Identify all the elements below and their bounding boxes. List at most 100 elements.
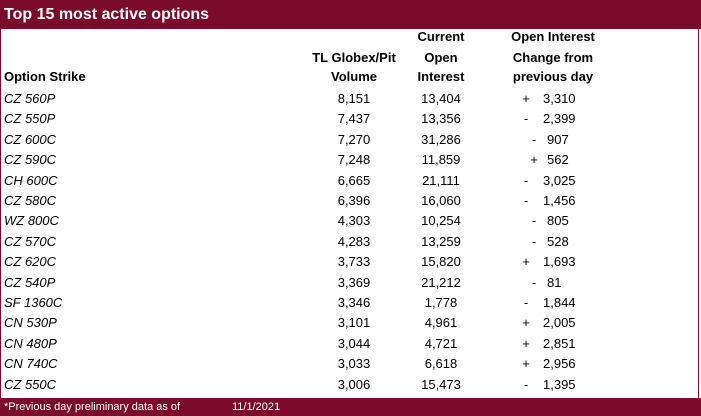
cell-change-sign: - bbox=[531, 233, 537, 249]
header-volume-line2: Volume bbox=[331, 69, 377, 84]
cell-change-sign: - bbox=[523, 193, 529, 208]
cell-open-interest: 16,060 bbox=[421, 193, 461, 208]
table-row: CN 480P 3,044 4,721 +2,851 bbox=[0, 334, 701, 354]
cell-option-strike: CZ 600C bbox=[4, 131, 57, 147]
cell-volume: 4,303 bbox=[337, 213, 371, 229]
cell-change-value: 3,310 bbox=[543, 91, 576, 106]
cell-change-sign: - bbox=[531, 131, 537, 147]
cell-change-sign: - bbox=[523, 295, 529, 310]
table-row: CZ 560P 8,151 13,404 +3,310 bbox=[0, 89, 701, 109]
table-row: CZ 540P 3,369 21,212 -81 bbox=[0, 273, 701, 293]
cell-change-value: 528 bbox=[547, 233, 569, 249]
cell-change-sign: + bbox=[530, 152, 538, 168]
header-oi-line2: Open bbox=[424, 50, 458, 65]
cell-change-sign: - bbox=[523, 111, 529, 127]
footer-note: *Previous day preliminary data as of bbox=[4, 401, 181, 413]
table-row: CZ 600C 7,270 31,286 -907 bbox=[0, 130, 701, 150]
cell-volume: 3,733 bbox=[337, 254, 371, 270]
cell-volume: 6,396 bbox=[337, 193, 371, 208]
table-row: CZ 590C 7,248 11,859 +562 bbox=[0, 150, 701, 170]
cell-open-interest: 31,286 bbox=[421, 131, 461, 147]
cell-change-value: 2,399 bbox=[543, 111, 576, 127]
cell-option-strike: CZ 570C bbox=[4, 233, 57, 249]
cell-change-sign: - bbox=[531, 213, 537, 229]
cell-change-value: 81 bbox=[547, 274, 562, 290]
cell-volume: 8,151 bbox=[337, 91, 371, 106]
header-change-line2: Change from bbox=[512, 50, 594, 65]
table-title: Top 15 most active options bbox=[4, 6, 210, 23]
header-volume-line1: TL Globex/Pit bbox=[312, 50, 396, 65]
cell-open-interest: 10,254 bbox=[421, 213, 461, 229]
cell-change-value: 1,693 bbox=[543, 254, 576, 270]
cell-open-interest: 1,778 bbox=[424, 295, 458, 310]
cell-open-interest: 13,356 bbox=[421, 111, 461, 127]
cell-open-interest: 6,618 bbox=[424, 356, 458, 372]
footer-date: 11/1/2021 bbox=[232, 401, 281, 413]
cell-volume: 7,437 bbox=[337, 111, 371, 127]
cell-change-sign: + bbox=[522, 254, 530, 270]
cell-open-interest: 15,473 bbox=[421, 376, 461, 392]
header-oi-line1: Current bbox=[417, 29, 465, 44]
table-row: CZ 570C 4,283 13,259 -528 bbox=[0, 232, 701, 252]
cell-change-value: 1,456 bbox=[543, 193, 576, 208]
cell-change-sign: + bbox=[522, 335, 530, 351]
cell-option-strike: CZ 550P bbox=[4, 111, 56, 127]
cell-change-value: 2,851 bbox=[543, 335, 576, 351]
header-change-line1: Open Interest bbox=[511, 29, 595, 44]
table-row: CZ 580C 6,396 16,060 -1,456 bbox=[0, 191, 701, 211]
cell-open-interest: 21,111 bbox=[422, 172, 460, 188]
cell-change-value: 2,005 bbox=[543, 315, 576, 331]
cell-open-interest: 13,404 bbox=[421, 91, 461, 106]
cell-volume: 3,006 bbox=[337, 376, 371, 392]
cell-volume: 3,044 bbox=[337, 335, 371, 351]
cell-option-strike: CZ 560P bbox=[4, 91, 56, 106]
cell-volume: 7,248 bbox=[337, 152, 371, 168]
cell-volume: 6,665 bbox=[337, 172, 371, 188]
cell-change-sign: + bbox=[522, 91, 530, 106]
footer-bar: *Previous day preliminary data as of 11/… bbox=[0, 398, 701, 416]
cell-open-interest: 4,961 bbox=[424, 315, 458, 331]
cell-volume: 3,346 bbox=[337, 295, 371, 310]
cell-change-sign: - bbox=[523, 172, 529, 188]
cell-option-strike: CZ 580C bbox=[4, 193, 57, 208]
cell-option-strike: CN 530P bbox=[4, 315, 57, 331]
cell-change-value: 562 bbox=[547, 152, 569, 168]
cell-change-value: 907 bbox=[547, 131, 569, 147]
cell-change-sign: - bbox=[523, 376, 529, 392]
cell-change-value: 3,025 bbox=[543, 172, 576, 188]
cell-change-value: 1,844 bbox=[543, 295, 576, 310]
cell-change-value: 2,956 bbox=[543, 356, 576, 372]
cell-change-value: 1,395 bbox=[543, 376, 576, 392]
cell-option-strike: CN 480P bbox=[4, 335, 57, 351]
cell-option-strike: WZ 800C bbox=[4, 213, 59, 229]
table-row: CZ 550C 3,006 15,473 -1,395 bbox=[0, 375, 701, 395]
cell-open-interest: 11,859 bbox=[421, 152, 461, 168]
cell-volume: 3,369 bbox=[337, 274, 371, 290]
table-row: CN 740C 3,033 6,618 +2,956 bbox=[0, 354, 701, 374]
cell-change-sign: + bbox=[522, 356, 530, 372]
cell-option-strike: SF 1360C bbox=[4, 295, 63, 310]
cell-option-strike: CZ 540P bbox=[4, 274, 56, 290]
table-row: CN 530P 3,101 4,961 +2,005 bbox=[0, 313, 701, 333]
title-bar: Top 15 most active options bbox=[0, 0, 701, 29]
cell-open-interest: 13,259 bbox=[421, 233, 461, 249]
cell-volume: 3,033 bbox=[337, 356, 371, 372]
table-row: CH 600C 6,665 21,111 -3,025 bbox=[0, 171, 701, 191]
cell-open-interest: 21,212 bbox=[421, 274, 461, 290]
table-row: CZ 550P 7,437 13,356 -2,399 bbox=[0, 109, 701, 129]
cell-volume: 7,270 bbox=[337, 131, 371, 147]
table-row: SF 1360C 3,346 1,778 -1,844 bbox=[0, 293, 701, 313]
cell-open-interest: 4,721 bbox=[424, 335, 458, 351]
table-row: CZ 620C 3,733 15,820 +1,693 bbox=[0, 252, 701, 272]
header-oi-line3: Interest bbox=[417, 69, 465, 84]
cell-open-interest: 15,820 bbox=[421, 254, 461, 270]
cell-change-sign: + bbox=[522, 315, 530, 331]
cell-option-strike: CH 600C bbox=[4, 172, 58, 188]
cell-option-strike: CZ 550C bbox=[4, 376, 57, 392]
header-option-strike: Option Strike bbox=[4, 69, 86, 84]
cell-option-strike: CN 740C bbox=[4, 356, 58, 372]
cell-volume: 3,101 bbox=[337, 315, 371, 331]
cell-change-sign: - bbox=[531, 274, 537, 290]
cell-volume: 4,283 bbox=[337, 233, 371, 249]
cell-option-strike: CZ 620C bbox=[4, 254, 57, 270]
